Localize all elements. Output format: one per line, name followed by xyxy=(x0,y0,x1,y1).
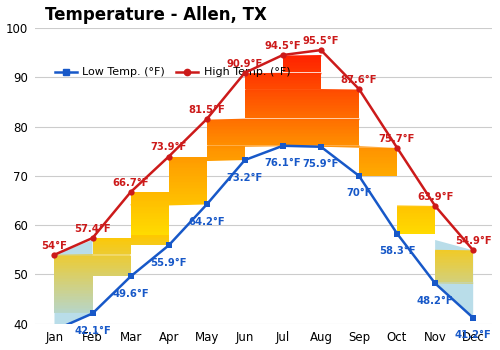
Legend: Low Temp. (°F), High Temp. (°F): Low Temp. (°F), High Temp. (°F) xyxy=(50,63,295,82)
High Temp. (°F) xyxy=(394,146,400,150)
Text: 58.3°F: 58.3°F xyxy=(379,246,416,256)
High Temp. (°F) xyxy=(318,48,324,52)
Line: Low Temp. (°F): Low Temp. (°F) xyxy=(52,143,476,333)
Text: 41.2°F: 41.2°F xyxy=(455,330,492,341)
Low Temp. (°F) xyxy=(394,231,400,236)
Text: 38.7°F: 38.7°F xyxy=(0,349,1,350)
Low Temp. (°F) xyxy=(166,243,172,247)
Low Temp. (°F) xyxy=(128,274,134,279)
Low Temp. (°F) xyxy=(52,328,58,332)
Text: 73.9°F: 73.9°F xyxy=(150,142,187,153)
High Temp. (°F) xyxy=(52,253,58,257)
Low Temp. (°F) xyxy=(280,144,286,148)
Line: High Temp. (°F): High Temp. (°F) xyxy=(52,47,476,258)
Text: 81.5°F: 81.5°F xyxy=(188,105,225,115)
Low Temp. (°F) xyxy=(242,158,248,162)
Text: 94.5°F: 94.5°F xyxy=(264,41,301,51)
Text: 55.9°F: 55.9°F xyxy=(150,258,187,268)
High Temp. (°F) xyxy=(356,87,362,91)
High Temp. (°F) xyxy=(128,190,134,194)
High Temp. (°F) xyxy=(470,248,476,252)
Text: 63.9°F: 63.9°F xyxy=(417,192,454,202)
Low Temp. (°F) xyxy=(90,312,96,316)
Low Temp. (°F) xyxy=(356,174,362,178)
High Temp. (°F) xyxy=(280,53,286,57)
Text: 70°F: 70°F xyxy=(346,188,372,198)
Text: 48.2°F: 48.2°F xyxy=(417,296,454,306)
High Temp. (°F) xyxy=(90,236,96,240)
Text: 90.9°F: 90.9°F xyxy=(226,58,263,69)
Text: 54°F: 54°F xyxy=(42,240,68,251)
High Temp. (°F) xyxy=(166,154,172,159)
Text: 64.2°F: 64.2°F xyxy=(188,217,225,227)
Text: Temperature - Allen, TX: Temperature - Allen, TX xyxy=(44,6,266,23)
Text: 49.6°F: 49.6°F xyxy=(112,289,149,299)
Text: 87.6°F: 87.6°F xyxy=(340,75,377,85)
Text: 95.5°F: 95.5°F xyxy=(302,36,339,46)
Text: 42.1°F: 42.1°F xyxy=(74,326,111,336)
Text: 73.2°F: 73.2°F xyxy=(226,173,263,183)
Low Temp. (°F) xyxy=(470,316,476,320)
Text: 66.7°F: 66.7°F xyxy=(112,178,149,188)
Low Temp. (°F) xyxy=(432,281,438,286)
Text: 75.7°F: 75.7°F xyxy=(379,134,415,143)
Text: 54.9°F: 54.9°F xyxy=(455,236,492,246)
Text: 57.4°F: 57.4°F xyxy=(74,224,111,234)
Text: 75.9°F: 75.9°F xyxy=(302,159,339,169)
High Temp. (°F) xyxy=(204,117,210,121)
Low Temp. (°F) xyxy=(318,145,324,149)
Text: 76.1°F: 76.1°F xyxy=(264,158,301,168)
Low Temp. (°F) xyxy=(204,202,210,206)
High Temp. (°F) xyxy=(432,204,438,208)
High Temp. (°F) xyxy=(242,71,248,75)
